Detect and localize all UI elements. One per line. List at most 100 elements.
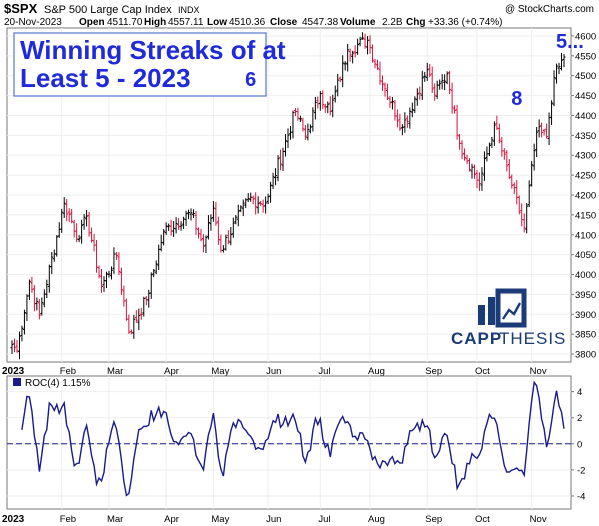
ohlc-bar: [134, 310, 138, 323]
ohlc-bar: [445, 71, 449, 85]
ohlc-bar: [390, 97, 394, 110]
ohlc-bar: [55, 235, 59, 257]
ohlc-bar: [279, 149, 283, 171]
roc-x-tick-label: Jun: [266, 514, 281, 525]
ohlc-bar: [199, 228, 203, 242]
close-value: 4547.38: [302, 17, 339, 28]
ohlc-bar: [264, 196, 268, 214]
ohlc-bar: [328, 96, 332, 116]
ohlc-bar: [505, 150, 509, 172]
ohlc-bar: [448, 70, 452, 95]
ohlc-bar: [80, 219, 84, 244]
ohlc-bar: [472, 164, 476, 179]
ohlc-bar: [301, 117, 305, 132]
price-y-tick-label: 3950: [575, 290, 596, 301]
ohlc-bar: [323, 103, 327, 113]
ohlc-bar: [45, 279, 49, 299]
ohlc-bar: [557, 62, 561, 75]
callout-box: [13, 32, 267, 97]
change-value: +33.36 (+0.74%): [428, 17, 503, 28]
ohlc-bar: [550, 100, 554, 125]
ohlc-bar: [167, 223, 171, 231]
logo-word-capp: CAPP: [451, 329, 502, 348]
ohlc-bar: [129, 329, 133, 335]
ohlc-bar: [139, 307, 143, 320]
roc-x-tick-label: Nov: [530, 514, 547, 525]
watermark: @ StockCharts.com: [505, 4, 594, 15]
ohlc-bar: [62, 197, 66, 218]
ohlc-bar: [338, 76, 342, 83]
ohlc-bar: [455, 104, 459, 140]
ohlc-bar: [70, 208, 74, 224]
roc-x-tick-label: Mar: [107, 514, 123, 525]
ohlc-bar: [358, 36, 362, 47]
ohlc-bar: [269, 181, 273, 203]
ohlc-bar: [326, 101, 330, 114]
ohlc-bar: [104, 271, 108, 289]
ohlc-bar: [154, 260, 158, 275]
index-name: S&P 500 Large Cap Index: [44, 4, 172, 16]
ohlc-bar: [10, 340, 14, 355]
volume-label: Volume: [340, 17, 376, 28]
price-y-tick-label: 3850: [575, 330, 596, 341]
ohlc-bar: [303, 125, 307, 140]
ohlc-bar: [179, 221, 183, 231]
logo-bar-3: [495, 288, 527, 328]
ohlc-bar: [376, 59, 380, 70]
exchange-label: INDX: [178, 5, 200, 15]
price-x-tick-label: Oct: [475, 366, 490, 377]
ohlc-bar: [276, 155, 280, 182]
price-y-tick-label: 4350: [575, 131, 596, 142]
price-y-tick-label: 4050: [575, 250, 596, 261]
streak-label-6: 6: [245, 69, 256, 91]
low-value: 4510.36: [229, 17, 266, 28]
ohlc-bar: [418, 86, 422, 100]
ohlc-bar: [383, 82, 387, 97]
ohlc-bar: [428, 63, 432, 78]
ohlc-bar: [266, 193, 270, 205]
capp-thesis-logo: CAPP THESIS: [451, 288, 566, 348]
ohlc-bar: [271, 172, 275, 190]
price-y-tick-label: 4400: [575, 111, 596, 122]
open-label: Open: [79, 17, 105, 28]
ohlc-bar: [174, 217, 178, 234]
ohlc-bar: [298, 115, 302, 122]
ohlc-bar: [22, 309, 26, 335]
ohlc-bar: [114, 251, 118, 260]
roc-y-tick-label: 0: [577, 439, 582, 450]
ohlc-bar: [535, 126, 539, 157]
ohlc-bar: [216, 216, 220, 245]
ohlc-bar: [82, 213, 86, 230]
ohlc-bar: [187, 209, 191, 220]
ohlc-bar: [144, 296, 148, 306]
volume-value: 2.2B: [382, 17, 403, 28]
ohlc-bar: [132, 314, 136, 339]
roc-x-axis: Feb Mar Apr May Jun Jul Aug Sep Oct Nov: [60, 514, 547, 525]
streak-label-5: 5...: [556, 31, 584, 53]
ohlc-bar: [291, 110, 295, 139]
ohlc-bar: [117, 252, 121, 276]
ohlc-bar: [254, 192, 258, 215]
ohlc-bar: [77, 235, 81, 243]
price-y-tick-label: 4450: [575, 91, 596, 102]
ohlc-bar: [490, 136, 494, 148]
price-y-tick-label: 4500: [575, 71, 596, 82]
price-x-tick-label: Apr: [164, 366, 179, 377]
ohlc-bar: [356, 38, 360, 55]
roc-x-tick-label: Apr: [164, 514, 179, 525]
ohlc-bar: [532, 143, 536, 171]
price-y-tick-label: 4200: [575, 191, 596, 202]
roc-line: [21, 380, 565, 497]
ohlc-bar: [152, 268, 156, 278]
price-y-tick-label: 4250: [575, 171, 596, 182]
ohlc-bar: [482, 151, 486, 181]
roc-x-tick-label: Jul: [318, 514, 330, 525]
price-x-tick-label: Jun: [266, 366, 281, 377]
ohlc-bar: [149, 272, 153, 299]
price-x-axis: Feb Mar Apr May Jun Jul Aug Sep Oct Nov: [60, 366, 547, 377]
ohlc-bar: [463, 148, 467, 161]
ohlc-bar: [40, 297, 44, 316]
price-y-tick-label: 3800: [575, 350, 596, 361]
logo-word-thesis: THESIS: [499, 329, 566, 348]
ohlc-bar: [194, 210, 198, 235]
